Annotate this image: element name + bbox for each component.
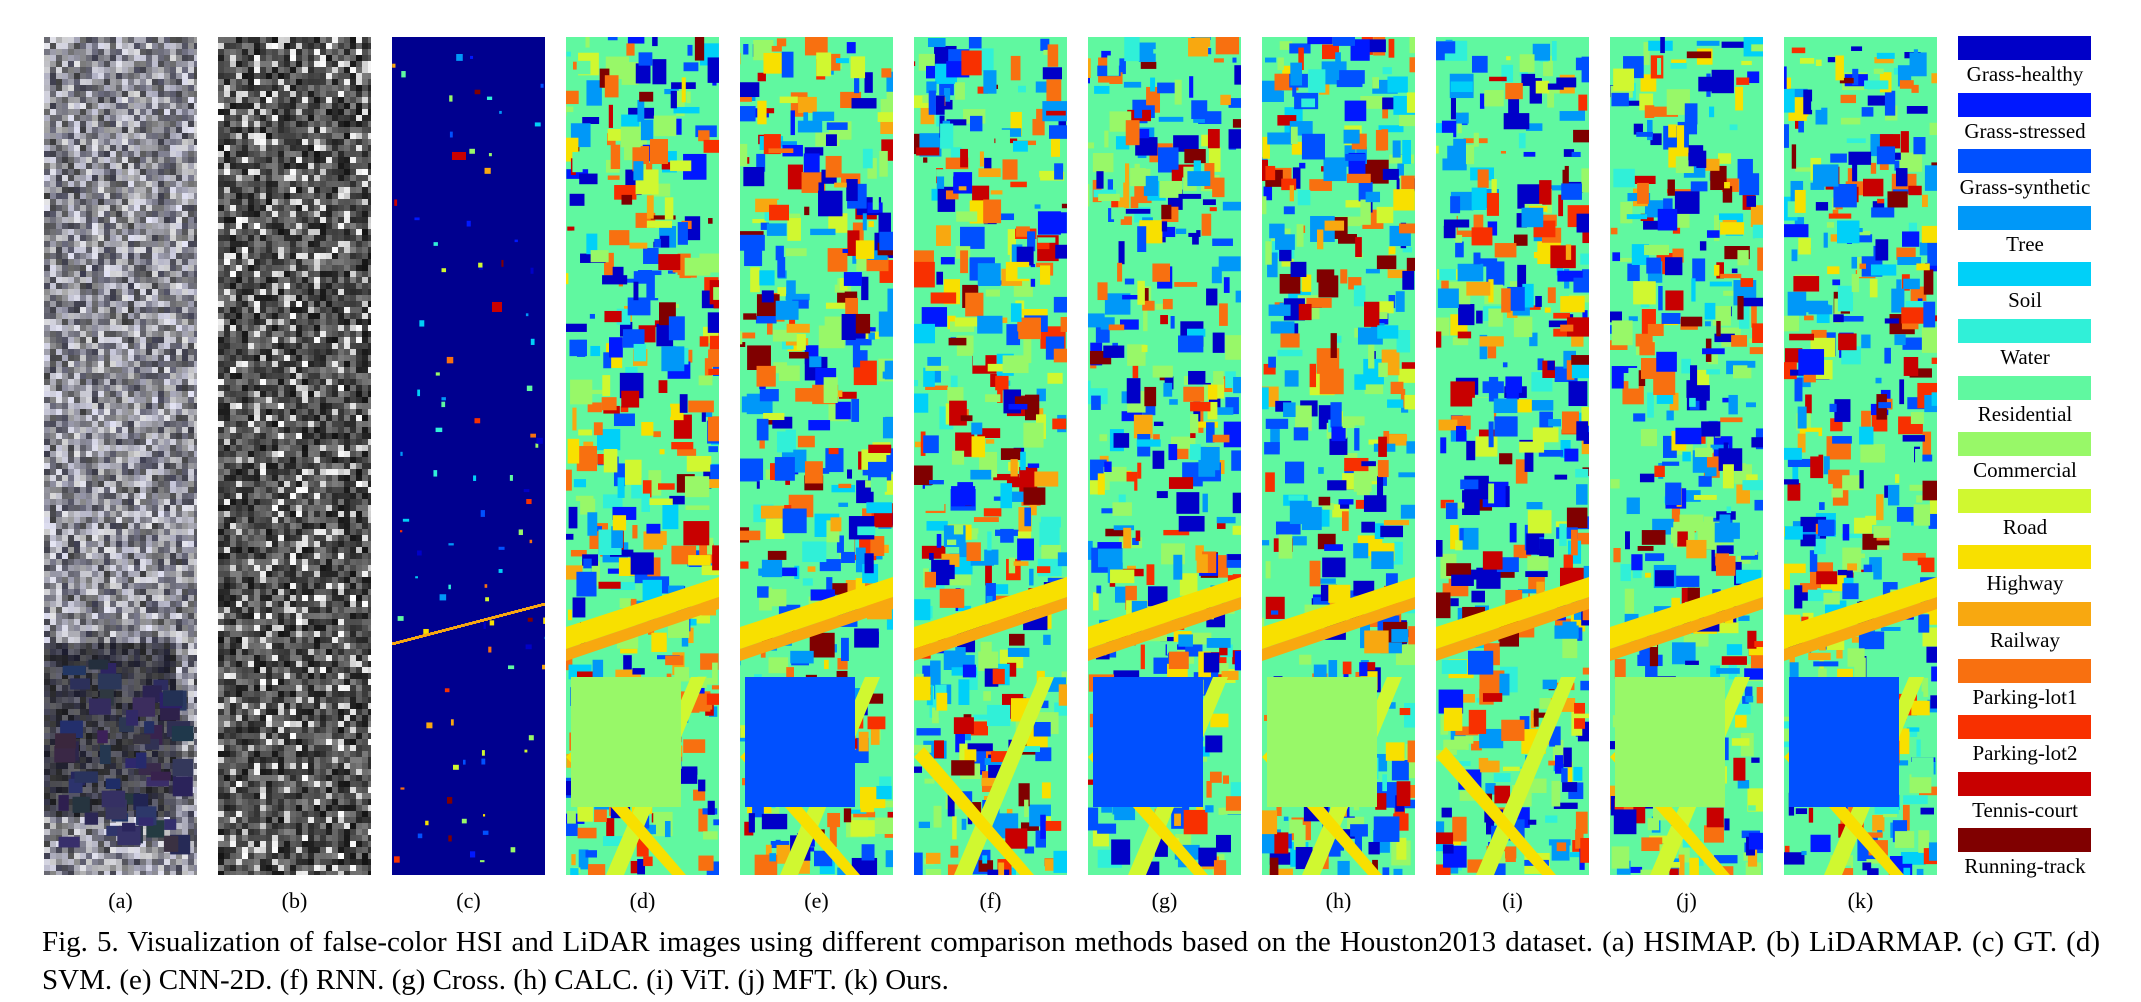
panel-label: (c): [456, 888, 481, 913]
panel-image-c: [392, 37, 545, 875]
legend-item: Grass-healthy: [1955, 36, 2125, 93]
legend-label: Tree: [2006, 231, 2044, 256]
panel-image-a: [44, 37, 197, 875]
panel-label: (e): [804, 888, 829, 913]
panel-label: (f): [979, 888, 1002, 913]
panel-label: (g): [1151, 888, 1178, 913]
legend-label: Residential: [1977, 401, 2073, 426]
panel-map: [44, 37, 197, 875]
legend-item: Water: [1955, 319, 2125, 376]
panel-image-k: [1784, 37, 1937, 875]
legend-label: Tennis-court: [1972, 797, 2078, 822]
legend-label: Grass-synthetic: [1959, 175, 2091, 200]
legend-swatch: [1958, 375, 2091, 400]
legend-swatch: [1958, 658, 2091, 683]
panel-map: [740, 37, 893, 875]
legend-item: Road: [1955, 488, 2125, 546]
legend-swatch: [1958, 262, 2091, 287]
panel-image-f: [914, 37, 1067, 875]
legend-swatch: [1958, 205, 2091, 230]
legend-label: Running-track: [1964, 854, 2086, 879]
legend-label: Soil: [2008, 288, 2042, 313]
legend-swatch: [1958, 149, 2091, 174]
legend-item: Grass-stressed: [1955, 92, 2125, 150]
panel-label: (d): [629, 888, 656, 913]
panel-label: (b): [281, 888, 308, 913]
legend-swatch: [1958, 36, 2091, 60]
legend-item: Parking-lot1: [1955, 658, 2125, 716]
panel-map: [1784, 37, 1937, 875]
panel-image-h: [1262, 37, 1415, 875]
panel-map: [1436, 37, 1589, 875]
legend-item: Parking-lot2: [1955, 715, 2125, 772]
panel-map: [1088, 37, 1241, 875]
panel-label: (i): [1502, 888, 1523, 913]
legend-swatch: [1958, 715, 2091, 740]
legend-label: Railway: [1990, 628, 2060, 652]
legend-swatch: [1958, 771, 2091, 796]
legend-label: Parking-lot1: [1972, 684, 2078, 709]
panel-image-e: [740, 37, 893, 875]
panel-label: (k): [1847, 888, 1874, 913]
legend-swatch: [1958, 488, 2091, 513]
panel-map: [914, 37, 1067, 875]
legend-label: Highway: [1986, 571, 2064, 596]
panel-label: (a): [108, 888, 133, 913]
panel-map: [392, 37, 545, 875]
legend-label: Water: [2000, 345, 2050, 369]
panel-image-j: [1610, 37, 1763, 875]
panel-image-g: [1088, 37, 1241, 875]
legend-label: Road: [2002, 514, 2048, 539]
legend-swatch: [1958, 602, 2091, 626]
legend-item: Commercial: [1955, 432, 2125, 489]
legend-item: Railway: [1955, 602, 2125, 659]
panel-image-d: [566, 37, 719, 875]
panel-map: [566, 37, 719, 875]
class-legend: Grass-healthy Grass-stressed Grass-synthet…: [1955, 36, 2125, 886]
legend-item: Soil: [1955, 262, 2125, 319]
legend-swatch: [1958, 828, 2091, 853]
legend-swatch: [1958, 545, 2091, 570]
legend-swatch: [1958, 432, 2091, 457]
panel-map: [1610, 37, 1763, 875]
legend-item: Grass-synthetic: [1955, 149, 2125, 206]
panel-image-i: [1436, 37, 1589, 875]
panel-label: (j): [1676, 888, 1697, 913]
panel-label: (h): [1325, 888, 1352, 913]
figure-caption: Fig. 5. Visualization of false-color HSI…: [42, 926, 2100, 996]
panel-image-b: [218, 37, 371, 875]
legend-item: Tennis-court: [1955, 771, 2125, 829]
panel-map: [218, 37, 371, 875]
legend-label: Commercial: [1973, 458, 2077, 483]
legend-item: Highway: [1955, 545, 2125, 602]
legend-swatch: [1958, 92, 2091, 117]
legend-label: Parking-lot2: [1972, 741, 2078, 766]
legend-swatch: [1958, 319, 2091, 343]
legend-item: Residential: [1955, 375, 2125, 433]
legend-item: Tree: [1955, 205, 2125, 263]
panel-map: [1262, 37, 1415, 875]
legend-item: Running-track: [1955, 828, 2125, 885]
legend-label: Grass-healthy: [1966, 62, 2084, 86]
legend-label: Grass-stressed: [1964, 118, 2086, 143]
